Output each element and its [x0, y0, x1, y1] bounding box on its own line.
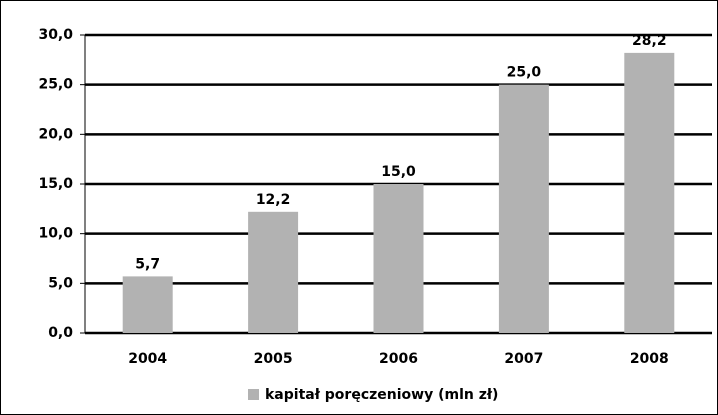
bar	[498, 84, 549, 334]
data-label: 12,2	[256, 192, 291, 208]
legend-label: kapitał poręczeniowy (mln zł)	[265, 387, 498, 403]
bar	[122, 276, 173, 333]
x-tick-label: 2007	[504, 351, 543, 367]
y-tick-label: 20,0	[38, 126, 73, 142]
data-label: 25,0	[507, 65, 542, 81]
x-tick-label: 2005	[254, 351, 293, 367]
bar	[624, 52, 675, 333]
data-label: 28,2	[632, 33, 667, 49]
y-tick-label: 0,0	[48, 325, 73, 341]
x-tick-label: 2008	[630, 351, 669, 367]
legend-swatch	[248, 389, 259, 400]
y-tick-label: 10,0	[38, 226, 73, 242]
x-tick-label: 2006	[379, 351, 418, 367]
y-tick-label: 30,0	[38, 27, 73, 43]
y-tick-label: 5,0	[48, 275, 73, 291]
y-tick-label: 15,0	[38, 176, 73, 192]
data-label: 15,0	[381, 164, 416, 180]
bar	[373, 184, 424, 333]
data-label: 5,7	[135, 256, 160, 272]
bar	[248, 211, 299, 333]
y-tick-label: 25,0	[38, 77, 73, 93]
x-tick-label: 2004	[128, 351, 167, 367]
